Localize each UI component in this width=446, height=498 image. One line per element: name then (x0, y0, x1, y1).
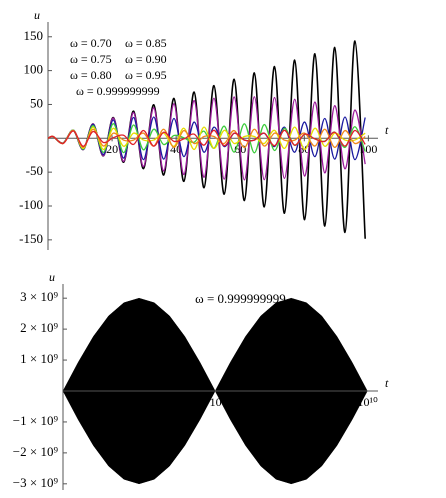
x-axis-label: t (385, 376, 389, 390)
y-tick-label: −2 × 10⁹ (13, 444, 59, 459)
legend-entry: ω = 0.75 (70, 52, 112, 66)
y-tick-label: -150 (19, 231, 43, 246)
y-axis-label: u (34, 8, 40, 22)
legend-entry: ω = 0.85 (125, 36, 167, 50)
legend-entry: ω = 0.80 (70, 68, 112, 82)
x-tick-label: 20 (106, 142, 118, 156)
series-area (62, 390, 368, 485)
series-line (47, 96, 366, 181)
x-axis-label: t (385, 123, 389, 137)
y-tick-label: -100 (19, 197, 43, 212)
y-tick-label: 3 × 10⁹ (20, 289, 58, 304)
y-tick-label: −1 × 10⁹ (13, 413, 59, 428)
y-tick-label: 50 (30, 95, 43, 110)
legend-entry: ω = 0.70 (70, 36, 112, 50)
legend-entry: ω = 0.999999999 (76, 84, 160, 98)
legend-entry: ω = 0.95 (125, 68, 167, 82)
series-area (62, 297, 368, 392)
y-tick-label: 2 × 10⁹ (20, 320, 58, 335)
legend-entry: ω = 0.90 (125, 52, 167, 66)
y-tick-label: -50 (26, 163, 43, 178)
series-line (47, 129, 366, 147)
y-axis-label: u (49, 270, 55, 284)
y-tick-label: 100 (24, 62, 44, 77)
y-tick-label: 150 (24, 28, 44, 43)
annotation: ω = 0.999999999 (195, 291, 286, 306)
y-tick-label: −3 × 10⁹ (13, 475, 59, 490)
y-tick-label: 1 × 10⁹ (20, 351, 58, 366)
